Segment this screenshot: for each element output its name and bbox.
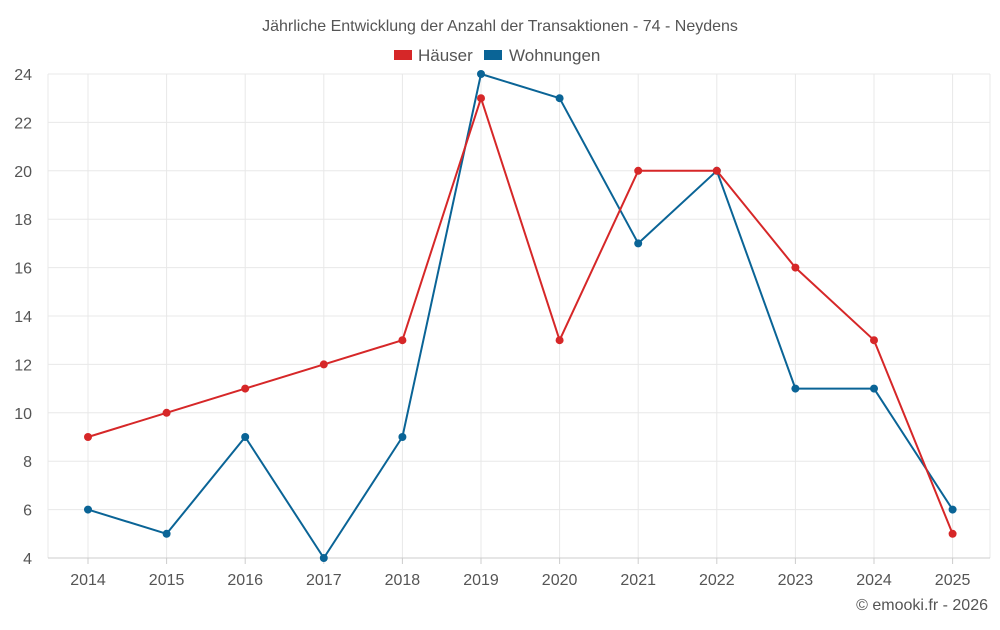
x-tick-label: 2022 xyxy=(699,572,735,589)
x-tick-label: 2017 xyxy=(306,572,342,589)
legend-item-wohnungen[interactable]: Wohnungen xyxy=(484,46,600,65)
data-point[interactable] xyxy=(84,505,92,514)
data-point[interactable] xyxy=(634,166,643,175)
data-point[interactable] xyxy=(712,166,721,175)
data-point[interactable] xyxy=(319,360,328,369)
y-tick-label: 12 xyxy=(14,357,32,374)
data-point[interactable] xyxy=(948,505,957,514)
data-point[interactable] xyxy=(162,408,171,417)
legend-swatch xyxy=(394,50,412,60)
y-tick-label: 16 xyxy=(14,261,32,278)
series-line xyxy=(87,97,954,535)
y-tick-label: 22 xyxy=(14,115,32,132)
y-tick-label: 24 xyxy=(14,67,32,84)
y-tick-label: 6 xyxy=(23,503,32,520)
data-point[interactable] xyxy=(241,384,250,393)
y-tick-label: 18 xyxy=(14,212,32,229)
data-point[interactable] xyxy=(791,384,800,393)
y-tick-label: 14 xyxy=(14,309,32,326)
x-tick-label: 2018 xyxy=(385,572,421,589)
data-point[interactable] xyxy=(791,263,800,272)
series-wohnungen xyxy=(84,70,957,562)
legend-label: Häuser xyxy=(418,46,473,65)
data-point[interactable] xyxy=(634,239,643,248)
data-point[interactable] xyxy=(241,433,250,441)
legend-label: Wohnungen xyxy=(509,46,600,65)
y-tick-label: 10 xyxy=(14,406,32,423)
x-tick-label: 2014 xyxy=(70,572,106,589)
grid xyxy=(47,73,991,558)
x-tick-label: 2015 xyxy=(149,572,185,589)
x-tick-label: 2016 xyxy=(227,572,263,589)
series-line xyxy=(87,73,954,559)
data-point[interactable] xyxy=(477,94,485,103)
x-tick-label: 2025 xyxy=(935,572,971,589)
x-tick-label: 2024 xyxy=(856,572,892,589)
chart-title: Jährliche Entwicklung der Anzahl der Tra… xyxy=(262,18,738,35)
data-point[interactable] xyxy=(555,336,564,345)
data-point[interactable] xyxy=(319,554,328,562)
x-tick-label: 2021 xyxy=(620,572,656,589)
legend-swatch xyxy=(484,50,502,60)
series-group xyxy=(84,70,957,562)
data-point[interactable] xyxy=(870,336,878,345)
y-tick-label: 8 xyxy=(23,454,32,471)
y-tick-label: 4 xyxy=(23,551,32,568)
data-point[interactable] xyxy=(870,384,878,393)
legend[interactable]: Häuser Wohnungen xyxy=(394,46,600,65)
y-tick-label: 20 xyxy=(14,164,32,181)
series-haeuser xyxy=(84,94,957,538)
x-tick-label: 2023 xyxy=(778,572,814,589)
data-point[interactable] xyxy=(948,529,957,538)
x-tick-label: 2020 xyxy=(542,572,578,589)
data-point[interactable] xyxy=(398,336,407,345)
data-point[interactable] xyxy=(84,433,92,441)
data-point[interactable] xyxy=(162,529,171,538)
legend-item-haeuser[interactable]: Häuser xyxy=(394,46,473,65)
credit-text: © emooki.fr - 2026 xyxy=(856,597,988,614)
data-point[interactable] xyxy=(555,94,564,103)
x-tick-label: 2019 xyxy=(463,572,499,589)
data-point[interactable] xyxy=(477,70,485,78)
data-point[interactable] xyxy=(398,433,407,441)
